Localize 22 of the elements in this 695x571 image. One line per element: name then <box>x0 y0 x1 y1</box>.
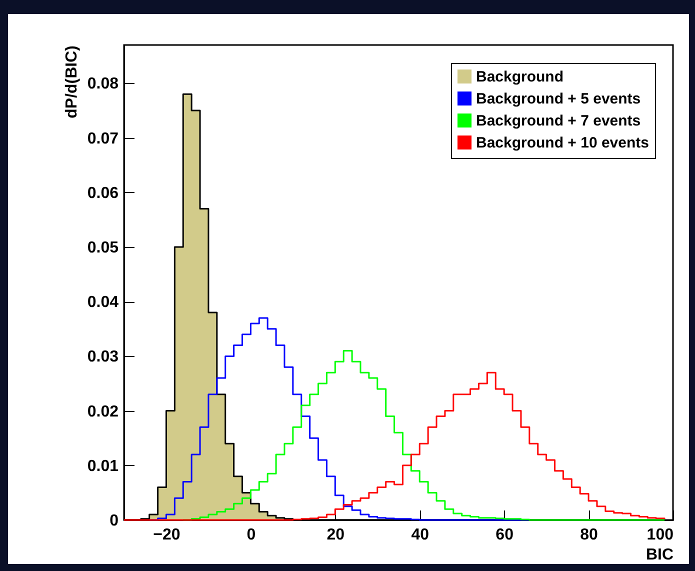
y-tick-label: 0.03 <box>87 348 119 366</box>
y-tick-label: 0.08 <box>87 76 119 93</box>
y-tick-label: 0.04 <box>87 294 119 312</box>
y-tick-label: 0.05 <box>87 240 119 257</box>
y-axis-title: dP/d(BIC) <box>63 46 80 118</box>
legend-label: Background + 10 events <box>476 134 649 152</box>
y-tick-label: 0.02 <box>87 403 119 420</box>
x-tick-label: 80 <box>580 526 598 544</box>
x-tick-label: −20 <box>153 526 180 544</box>
y-tick-label: 0.06 <box>87 184 119 202</box>
y-tick-label: 0.07 <box>87 130 119 148</box>
x-tick-label: 40 <box>411 526 430 544</box>
x-tick-label: 100 <box>646 526 674 544</box>
legend-label: Background + 7 events <box>476 112 641 130</box>
x-tick-label: 20 <box>326 526 345 544</box>
x-tick-label: 60 <box>496 526 514 544</box>
legend-label: Background + 5 events <box>476 90 641 108</box>
x-tick-label: 0 <box>246 526 256 544</box>
x-axis-title: BIC <box>646 546 674 564</box>
y-tick-label: 0 <box>110 512 119 530</box>
legend-label: Background <box>476 68 564 86</box>
y-tick-label: 0.01 <box>87 458 119 475</box>
